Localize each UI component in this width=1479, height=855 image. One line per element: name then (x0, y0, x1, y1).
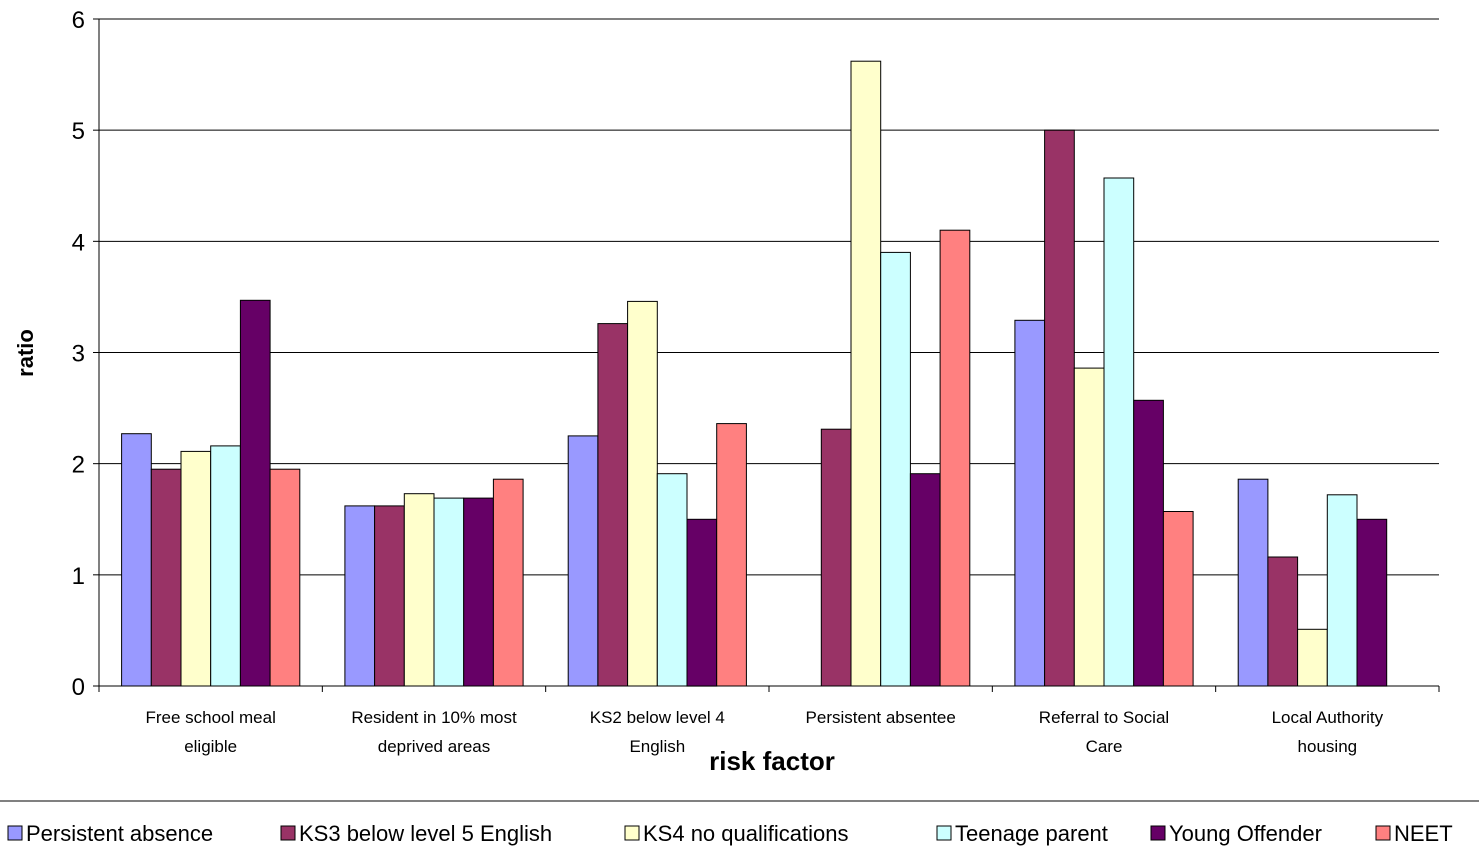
y-axis-title: ratio (13, 329, 38, 377)
bar (492, 478, 524, 687)
bar (210, 445, 241, 687)
bar (656, 473, 688, 687)
bar (1297, 628, 1328, 687)
y-tick-label: 1 (72, 563, 85, 590)
legend-label: KS4 no qualifications (643, 821, 848, 846)
legend-swatch (7, 825, 23, 841)
x-tick-label: Referral to Social Care (1039, 708, 1169, 756)
y-tick-label: 2 (72, 452, 85, 479)
bar (1133, 399, 1164, 687)
bar (433, 497, 465, 687)
legend-label: Teenage parent (955, 821, 1108, 846)
bar (1073, 367, 1105, 687)
grid-layer (99, 18, 1439, 576)
x-tick-label: KS2 below level 4 English (590, 708, 725, 756)
bar (686, 518, 718, 687)
legend-swatch (1150, 825, 1166, 841)
bar (463, 497, 494, 687)
bar (597, 323, 629, 687)
bar (1014, 319, 1046, 687)
bar (1237, 478, 1269, 687)
legend-swatch (624, 825, 640, 841)
bar (567, 435, 599, 687)
x-tick-label: Free school meal eligible (145, 708, 275, 756)
bar (403, 493, 435, 687)
bar (1162, 511, 1194, 687)
legend-swatch (280, 825, 296, 841)
legend-swatch (936, 825, 952, 841)
bar (180, 450, 212, 687)
bar (344, 505, 376, 687)
x-tick-label: Local Authority housing (1272, 708, 1384, 756)
bar (939, 229, 971, 687)
bar (1326, 494, 1358, 687)
legend-label: Persistent absence (26, 821, 213, 846)
bar (1103, 177, 1135, 687)
bar (1267, 556, 1299, 687)
y-tick-label: 4 (72, 229, 85, 256)
bar (269, 468, 301, 687)
bar (150, 468, 182, 687)
bar (1044, 129, 1075, 687)
bar (121, 433, 152, 687)
bar-layer (121, 60, 1388, 687)
bar (880, 251, 911, 687)
bar (716, 423, 747, 687)
axis-layer: 0 1 2 3 4 5 6 Free school meal eligible Resident … (72, 7, 1440, 756)
x-tick-label: Resident in 10% most deprived areas (351, 708, 517, 756)
bar (627, 300, 658, 687)
bar (374, 505, 405, 687)
bar (1356, 518, 1388, 687)
legend: Persistent absence KS3 below level 5 Engl… (7, 821, 1453, 846)
x-axis-title: risk factor (709, 746, 835, 776)
y-tick-label: 3 (72, 341, 85, 368)
legend-label: Young Offender (1169, 821, 1322, 846)
legend-label: NEET (1394, 821, 1453, 846)
bar (820, 428, 852, 687)
bar (239, 299, 271, 687)
legend-label: KS3 below level 5 English (299, 821, 552, 846)
bar (909, 473, 941, 687)
legend-swatch (1375, 825, 1391, 841)
x-tick-label: Persistent absentee (806, 708, 956, 727)
y-tick-label: 0 (72, 674, 85, 701)
y-tick-label: 6 (72, 7, 85, 34)
y-tick-label: 5 (72, 118, 85, 145)
bar (850, 60, 882, 687)
